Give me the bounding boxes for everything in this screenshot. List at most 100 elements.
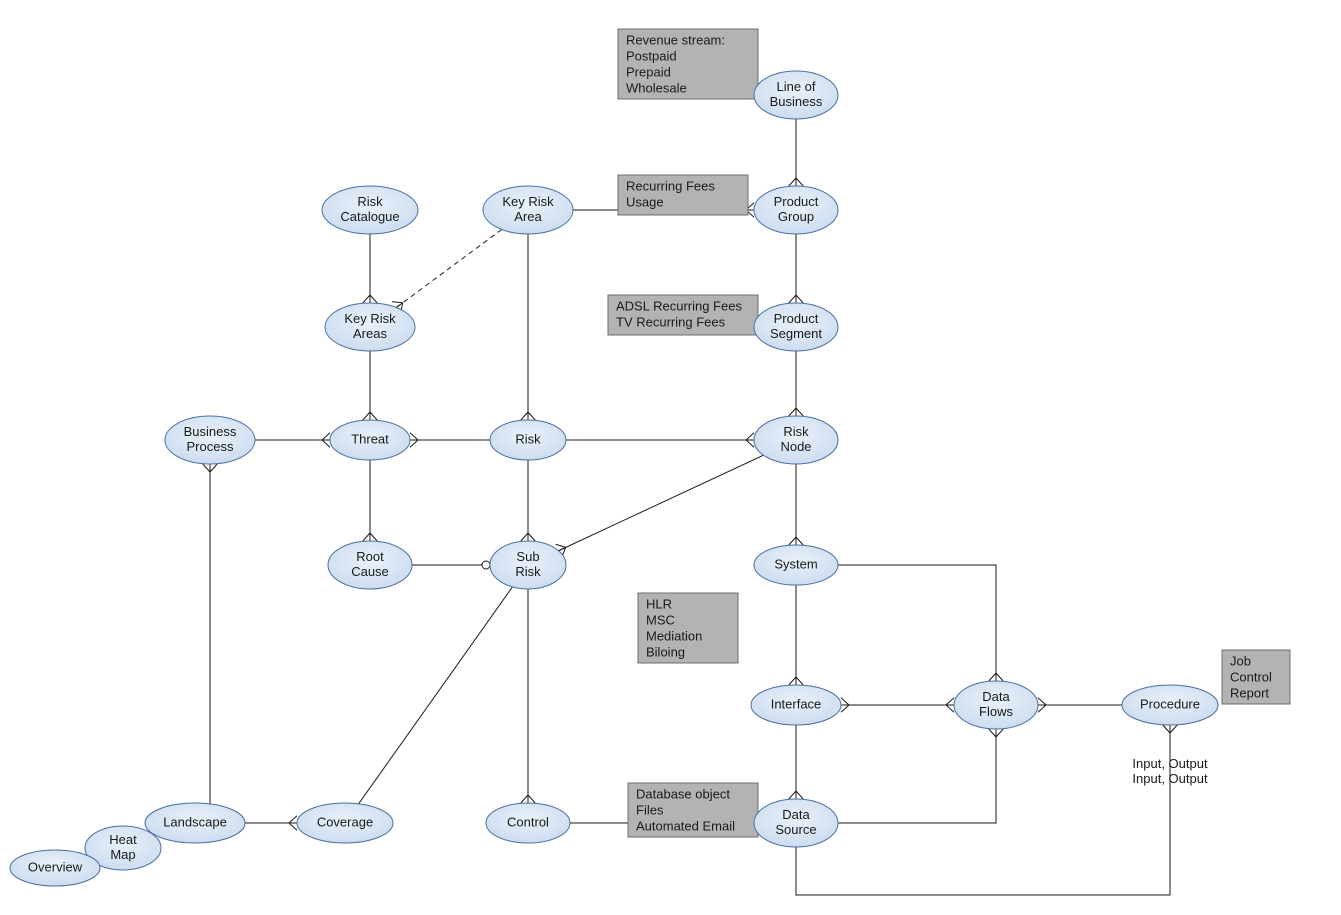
node-label: Coverage bbox=[317, 814, 373, 829]
node-label: Line of bbox=[776, 79, 815, 94]
node-overview: Overview bbox=[10, 850, 100, 886]
node-label: Product bbox=[774, 311, 819, 326]
edge-risk-sub_risk bbox=[521, 460, 535, 541]
edge-risk-risk_node bbox=[566, 433, 754, 447]
node-label: Procedure bbox=[1140, 696, 1200, 711]
node-threat: Threat bbox=[330, 420, 410, 460]
edge-procedure-data_source: Input, OutputInput, Output bbox=[796, 725, 1208, 895]
edge-business_process-landscape bbox=[203, 464, 240, 820]
edge-product_group-product_segment bbox=[789, 234, 803, 303]
note-line: Prepaid bbox=[626, 65, 671, 80]
node-label: Cause bbox=[351, 564, 389, 579]
node-landscape: Landscape bbox=[145, 803, 245, 843]
node-label: Root bbox=[356, 549, 384, 564]
edge-key_risk_areas-threat bbox=[363, 351, 377, 420]
node-label: Key Risk bbox=[344, 311, 396, 326]
edge-risk_catalogue-key_risk_areas bbox=[363, 234, 377, 303]
edge-sub_risk-control bbox=[521, 589, 535, 803]
node-label: Interface bbox=[771, 696, 822, 711]
note-line: Recurring Fees bbox=[626, 179, 715, 194]
node-label: Threat bbox=[351, 431, 389, 446]
edge-system-data_flows bbox=[838, 565, 1003, 681]
node-risk: Risk bbox=[490, 420, 566, 460]
edge-data_flows-data_source bbox=[838, 729, 1003, 823]
node-product_group: ProductGroup bbox=[754, 186, 838, 234]
edge-business_process-threat bbox=[255, 433, 330, 447]
note-line: Mediation bbox=[646, 629, 702, 644]
edge-key_risk_area-key_risk_areas bbox=[392, 229, 502, 313]
edge-interface-data_flows bbox=[841, 698, 954, 712]
node-label: Area bbox=[514, 209, 542, 224]
node-label: Node bbox=[780, 439, 811, 454]
note-line: Job bbox=[1230, 654, 1251, 669]
er-diagram: Input, OutputInput, Output Revenue strea… bbox=[0, 0, 1341, 915]
node-procedure: Procedure bbox=[1122, 685, 1218, 725]
note-line: Revenue stream: bbox=[626, 33, 725, 48]
node-data_source: DataSource bbox=[754, 799, 838, 847]
edge-key_risk_area-risk bbox=[521, 234, 535, 420]
node-label: Source bbox=[775, 822, 816, 837]
node-label: Landscape bbox=[163, 814, 227, 829]
note-line: Report bbox=[1230, 686, 1269, 701]
edge-sub_risk-risk_node bbox=[556, 455, 764, 557]
node-key_risk_areas: Key RiskAreas bbox=[325, 303, 415, 351]
node-label: Catalogue bbox=[340, 209, 399, 224]
edge-product_segment-risk_node bbox=[789, 351, 803, 416]
node-label: Risk bbox=[783, 424, 809, 439]
node-key_risk_area: Key RiskArea bbox=[483, 186, 573, 234]
node-label: Areas bbox=[353, 326, 387, 341]
node-interface: Interface bbox=[751, 685, 841, 725]
note-line: TV Recurring Fees bbox=[616, 315, 726, 330]
note-hlr: HLRMSCMediationBiloing bbox=[638, 593, 738, 663]
node-label: Product bbox=[774, 194, 819, 209]
node-risk_node: RiskNode bbox=[754, 416, 838, 464]
node-label: Key Risk bbox=[502, 194, 554, 209]
node-control: Control bbox=[486, 803, 570, 843]
note-line: ADSL Recurring Fees bbox=[616, 299, 742, 314]
node-label: Risk bbox=[357, 194, 383, 209]
node-label: System bbox=[774, 556, 817, 571]
edge-system-interface bbox=[789, 585, 803, 685]
node-label: Sub bbox=[516, 549, 539, 564]
edge-label: Input, Output bbox=[1132, 756, 1208, 771]
node-label: Group bbox=[778, 209, 814, 224]
node-label: Business bbox=[770, 94, 823, 109]
node-sub_risk: SubRisk bbox=[490, 541, 566, 589]
node-data_flows: DataFlows bbox=[954, 681, 1038, 729]
node-label: Business bbox=[184, 424, 237, 439]
node-label: Data bbox=[982, 689, 1010, 704]
note-revenue_stream: Revenue stream:PostpaidPrepaidWholesale bbox=[618, 29, 758, 99]
note-line: Biloing bbox=[646, 645, 685, 660]
node-label: Data bbox=[782, 807, 810, 822]
node-label: Process bbox=[187, 439, 234, 454]
note-line: HLR bbox=[646, 597, 672, 612]
node-coverage: Coverage bbox=[297, 803, 393, 843]
edge-line_of_business-product_group bbox=[789, 119, 803, 186]
node-label: Control bbox=[507, 814, 549, 829]
edge-root_cause-sub_risk bbox=[412, 561, 490, 569]
note-line: Usage bbox=[626, 195, 664, 210]
edge-label: Input, Output bbox=[1132, 771, 1208, 786]
edge-threat-root_cause bbox=[363, 460, 377, 541]
node-line_of_business: Line ofBusiness bbox=[754, 71, 838, 119]
note-line: Wholesale bbox=[626, 81, 687, 96]
node-label: Map bbox=[110, 847, 135, 862]
node-label: Heat bbox=[109, 832, 137, 847]
edge-data_flows-procedure bbox=[1038, 698, 1122, 712]
node-label: Risk bbox=[515, 564, 541, 579]
note-line: Database object bbox=[636, 787, 730, 802]
node-label: Overview bbox=[28, 859, 83, 874]
note-job_control: JobControlReport bbox=[1222, 650, 1290, 704]
edge-risk_node-system bbox=[789, 464, 803, 545]
note-line: MSC bbox=[646, 613, 675, 628]
edge-interface-data_source bbox=[789, 725, 803, 799]
node-label: Segment bbox=[770, 326, 822, 341]
edge-threat-risk bbox=[410, 433, 490, 447]
note-line: Postpaid bbox=[626, 49, 677, 64]
edge-landscape-coverage bbox=[245, 816, 297, 830]
node-business_process: BusinessProcess bbox=[165, 416, 255, 464]
node-label: Flows bbox=[979, 704, 1013, 719]
node-root_cause: RootCause bbox=[328, 541, 412, 589]
note-line: Automated Email bbox=[636, 819, 735, 834]
edge-coverage-sub_risk bbox=[359, 587, 513, 804]
